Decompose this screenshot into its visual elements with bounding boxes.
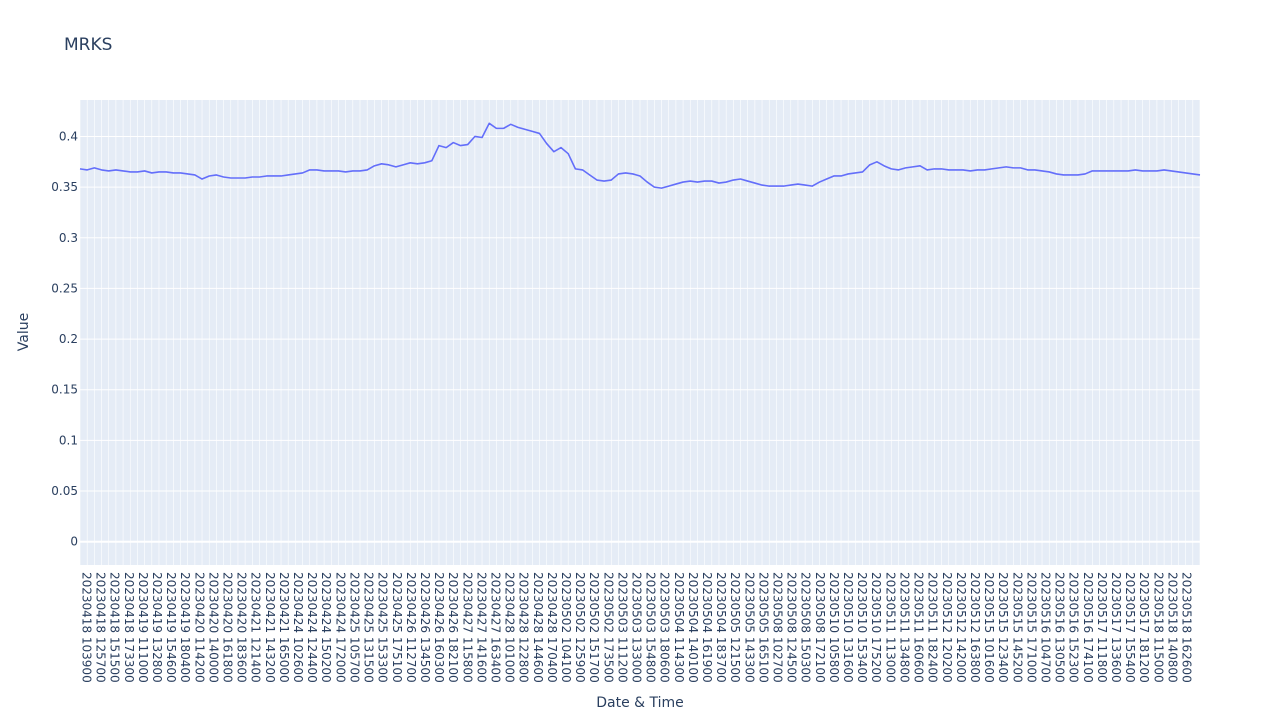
x-tick-label: 20230426 182100 [446, 572, 460, 683]
x-tick-label: 20230518 140800 [1165, 572, 1179, 683]
x-tick-label: 20230418 151500 [108, 572, 122, 683]
x-tick-label: 20230420 183600 [235, 572, 249, 683]
y-tick-label: 0 [70, 535, 78, 549]
x-tick-label: 20230424 150200 [319, 572, 333, 683]
x-tick-label: 20230511 134800 [897, 572, 911, 683]
y-tick-label: 0.1 [59, 433, 78, 447]
y-tick-label: 0.35 [51, 180, 78, 194]
y-tick-labels: 0 0.05 0.1 0.15 0.2 0.25 0.3 0.35 0.4 [51, 129, 78, 548]
x-tick-label: 20230510 105800 [827, 572, 841, 683]
x-gridlines [79, 100, 1201, 565]
x-tick-label: 20230419 154600 [164, 572, 178, 683]
x-tick-label: 20230502 104100 [559, 572, 573, 683]
x-tick-label: 20230516 174100 [1081, 572, 1095, 683]
x-tick-label: 20230518 162600 [1180, 572, 1194, 683]
y-gridlines [80, 135, 1200, 543]
x-tick-label: 20230517 155400 [1123, 572, 1137, 683]
x-tick-label: 20230428 144600 [531, 572, 545, 683]
x-tick-label: 20230424 124400 [305, 572, 319, 683]
x-tick-label: 20230504 140100 [686, 572, 700, 683]
x-tick-label: 20230504 161900 [700, 572, 714, 683]
x-tick-label: 20230516 104700 [1038, 572, 1052, 683]
x-tick-label: 20230428 101000 [503, 572, 517, 683]
x-tick-label: 20230421 165000 [277, 572, 291, 683]
x-tick-label: 20230510 153400 [855, 572, 869, 683]
x-tick-label: 20230515 145200 [1010, 572, 1024, 683]
x-tick-label: 20230420 114200 [192, 572, 206, 683]
x-tick-label: 20230421 143200 [263, 572, 277, 683]
x-tick-label: 20230502 173500 [601, 572, 615, 683]
chart-title: MRKS [64, 35, 112, 55]
x-tick-label: 20230517 181200 [1137, 572, 1151, 683]
x-tick-label: 20230427 115800 [460, 572, 474, 683]
x-tick-label: 20230515 101600 [982, 572, 996, 683]
x-tick-label: 20230505 143300 [742, 572, 756, 683]
x-tick-label: 20230511 182400 [926, 572, 940, 683]
x-tick-label: 20230418 173300 [122, 572, 136, 683]
y-tick-label: 0.25 [51, 281, 78, 295]
x-tick-label: 20230420 161800 [221, 572, 235, 683]
series-layer [79, 122, 1201, 189]
x-tick-label: 20230427 163400 [488, 572, 502, 683]
x-tick-label: 20230421 121400 [249, 572, 263, 683]
y-axis-title: Value [16, 313, 32, 351]
x-tick-label: 20230512 120200 [940, 572, 954, 683]
x-tick-label: 20230504 183700 [714, 572, 728, 683]
series-line [79, 122, 1201, 189]
x-tick-label: 20230425 105700 [347, 572, 361, 683]
x-tick-label: 20230503 154800 [644, 572, 658, 683]
x-axis-title: Date & Time [596, 695, 684, 711]
x-tick-label: 20230503 111200 [615, 572, 629, 683]
x-tick-label: 20230425 175100 [390, 572, 404, 683]
x-tick-label: 20230517 133600 [1109, 572, 1123, 683]
x-tick-label: 20230516 152300 [1067, 572, 1081, 683]
x-tick-label: 20230504 114300 [672, 572, 686, 683]
x-tick-label: 20230510 131600 [841, 572, 855, 683]
x-tick-label: 20230517 111800 [1095, 572, 1109, 683]
x-tick-label: 20230426 134500 [418, 572, 432, 683]
x-tick-label: 20230428 170400 [545, 572, 559, 683]
x-tick-label: 20230428 122800 [517, 572, 531, 683]
x-tick-label: 20230424 102600 [291, 572, 305, 683]
x-tick-label: 20230426 160300 [432, 572, 446, 683]
x-tick-labels: 20230418 103900 20230418 125700 20230418 1… [80, 572, 1194, 683]
x-tick-label: 20230427 141600 [474, 572, 488, 683]
x-tick-label: 20230418 125700 [94, 572, 108, 683]
x-tick-label: 20230418 103900 [80, 572, 94, 683]
x-tick-label: 20230424 172000 [333, 572, 347, 683]
y-tick-label: 0.05 [51, 484, 78, 498]
x-tick-label: 20230419 180400 [178, 572, 192, 683]
x-tick-label: 20230508 172100 [813, 572, 827, 683]
y-tick-label: 0.4 [59, 129, 78, 143]
x-tick-label: 20230508 102700 [771, 572, 785, 683]
x-tick-label: 20230518 115000 [1151, 572, 1165, 683]
x-tick-label: 20230503 133000 [630, 572, 644, 683]
y-tick-label: 0.2 [59, 332, 78, 346]
x-tick-label: 20230505 121500 [728, 572, 742, 683]
x-tick-label: 20230503 180600 [658, 572, 672, 683]
x-tick-label: 20230419 111000 [136, 572, 150, 683]
x-tick-label: 20230508 150300 [799, 572, 813, 683]
x-tick-label: 20230516 130500 [1053, 572, 1067, 683]
x-tick-label: 20230515 171000 [1024, 572, 1038, 683]
x-tick-label: 20230502 125900 [573, 572, 587, 683]
x-tick-label: 20230511 160600 [912, 572, 926, 683]
x-tick-label: 20230419 132800 [150, 572, 164, 683]
x-tick-label: 20230426 112700 [404, 572, 418, 683]
x-tick-label: 20230502 151700 [587, 572, 601, 683]
x-tick-label: 20230512 142000 [954, 572, 968, 683]
x-tick-label: 20230420 140000 [206, 572, 220, 683]
x-tick-label: 20230505 165100 [756, 572, 770, 683]
x-tick-label: 20230511 113000 [883, 572, 897, 683]
x-tick-label: 20230510 175200 [869, 572, 883, 683]
y-tick-label: 0.15 [51, 383, 78, 397]
x-tick-label: 20230425 153300 [376, 572, 390, 683]
x-tick-label: 20230508 124500 [785, 572, 799, 683]
x-tick-label: 20230512 163800 [968, 572, 982, 683]
y-tick-label: 0.3 [59, 231, 78, 245]
x-tick-label: 20230425 131500 [362, 572, 376, 683]
x-tick-label: 20230515 123400 [996, 572, 1010, 683]
